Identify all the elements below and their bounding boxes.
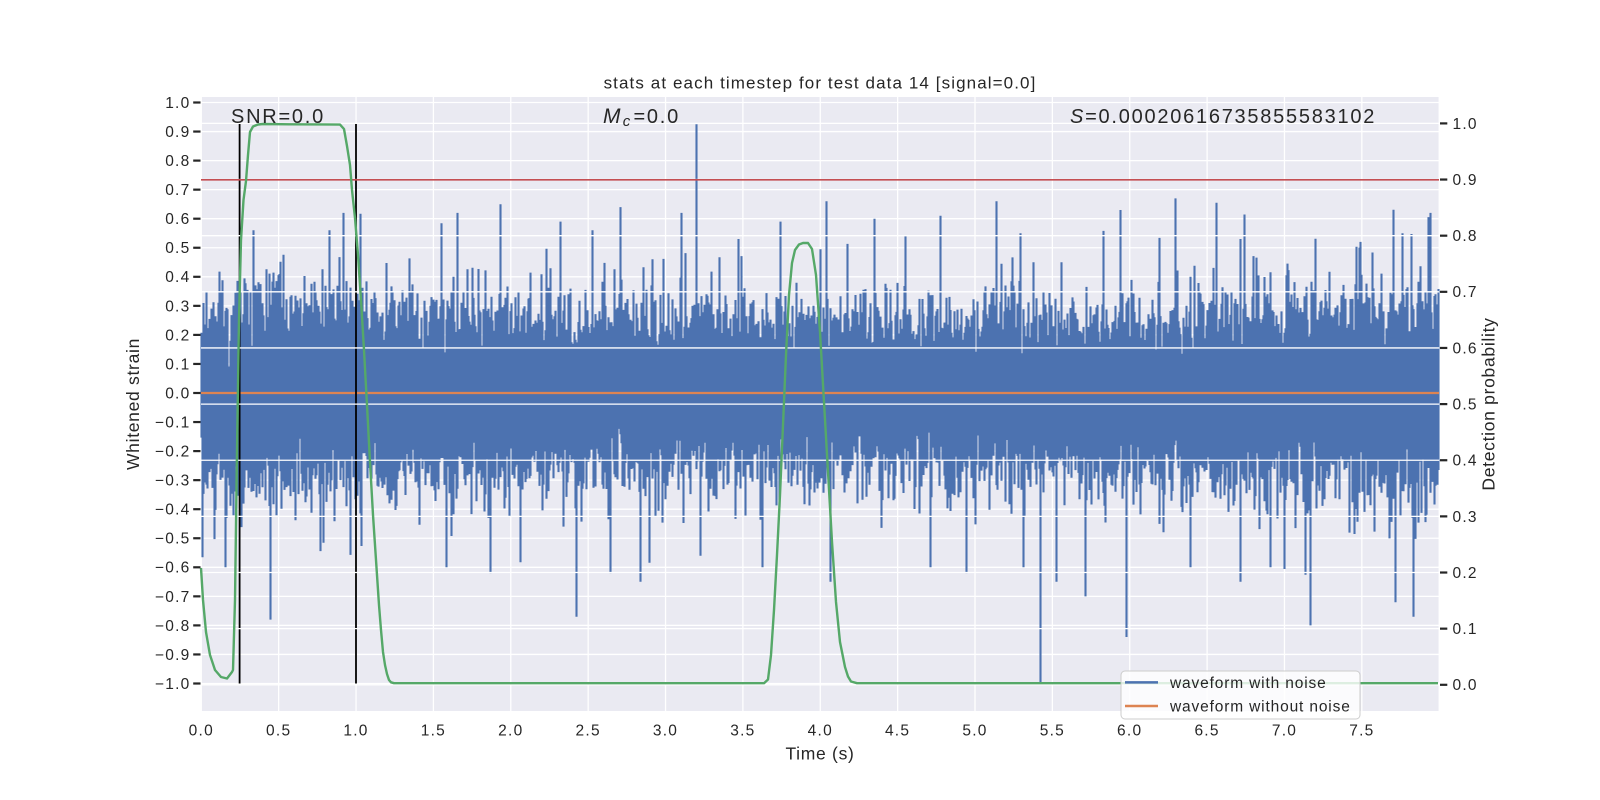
svg-text:4.0: 4.0 — [808, 723, 833, 740]
svg-text:5.0: 5.0 — [962, 723, 987, 740]
svg-text:0.6: 0.6 — [1453, 340, 1478, 357]
svg-text:−0.4: −0.4 — [155, 502, 191, 519]
svg-text:S=0.00020616735855583102: S=0.00020616735855583102 — [1070, 106, 1376, 128]
svg-text:1.0: 1.0 — [1453, 116, 1478, 133]
svg-text:Time (s): Time (s) — [785, 744, 854, 764]
svg-text:0.2: 0.2 — [1453, 565, 1478, 582]
svg-text:−0.2: −0.2 — [155, 444, 191, 461]
svg-text:Detection probability: Detection probability — [1479, 317, 1499, 490]
svg-text:3.5: 3.5 — [730, 723, 755, 740]
svg-text:0.5: 0.5 — [165, 240, 190, 257]
svg-text:4.5: 4.5 — [885, 723, 910, 740]
svg-text:6.5: 6.5 — [1194, 723, 1219, 740]
svg-text:0.0: 0.0 — [165, 385, 190, 402]
svg-text:0.7: 0.7 — [165, 182, 190, 199]
svg-text:0.9: 0.9 — [1453, 172, 1478, 189]
svg-text:2.0: 2.0 — [498, 723, 523, 740]
svg-text:−0.6: −0.6 — [155, 560, 191, 577]
svg-text:0.7: 0.7 — [1453, 284, 1478, 301]
svg-text:3.0: 3.0 — [653, 723, 678, 740]
svg-text:0.5: 0.5 — [1453, 397, 1478, 414]
svg-text:Mc=0.0: Mc=0.0 — [603, 105, 680, 130]
svg-text:0.3: 0.3 — [165, 298, 190, 315]
svg-text:1.0: 1.0 — [165, 95, 190, 112]
svg-text:0.0: 0.0 — [189, 723, 214, 740]
svg-text:Whitened strain: Whitened strain — [123, 338, 143, 470]
svg-text:7.5: 7.5 — [1349, 723, 1374, 740]
svg-text:waveform without noise: waveform without noise — [1169, 699, 1351, 716]
svg-text:0.0: 0.0 — [1453, 677, 1478, 694]
svg-text:0.3: 0.3 — [1453, 509, 1478, 526]
svg-text:6.0: 6.0 — [1117, 723, 1142, 740]
svg-text:−0.8: −0.8 — [155, 618, 191, 635]
svg-text:−1.0: −1.0 — [155, 676, 191, 693]
svg-text:0.5: 0.5 — [266, 723, 291, 740]
svg-text:0.4: 0.4 — [1453, 453, 1478, 470]
svg-text:−0.7: −0.7 — [155, 589, 191, 606]
svg-text:0.8: 0.8 — [1453, 228, 1478, 245]
svg-text:1.5: 1.5 — [421, 723, 446, 740]
svg-text:0.2: 0.2 — [165, 327, 190, 344]
svg-text:1.0: 1.0 — [343, 723, 368, 740]
svg-text:5.5: 5.5 — [1040, 723, 1065, 740]
svg-text:−0.1: −0.1 — [155, 414, 191, 431]
svg-text:0.6: 0.6 — [165, 211, 190, 228]
svg-text:−0.3: −0.3 — [155, 473, 191, 490]
svg-text:stats at each timestep for tes: stats at each timestep for test data 14 … — [604, 74, 1037, 93]
svg-text:waveform with noise: waveform with noise — [1169, 675, 1327, 692]
svg-text:7.0: 7.0 — [1272, 723, 1297, 740]
svg-text:SNR=0.0: SNR=0.0 — [231, 106, 325, 128]
svg-text:−0.9: −0.9 — [155, 647, 191, 664]
svg-text:2.5: 2.5 — [576, 723, 601, 740]
svg-text:0.9: 0.9 — [165, 124, 190, 141]
svg-text:0.4: 0.4 — [165, 269, 190, 286]
svg-text:−0.5: −0.5 — [155, 531, 191, 548]
svg-text:0.8: 0.8 — [165, 153, 190, 170]
svg-text:0.1: 0.1 — [1453, 621, 1478, 638]
svg-text:0.1: 0.1 — [165, 356, 190, 373]
